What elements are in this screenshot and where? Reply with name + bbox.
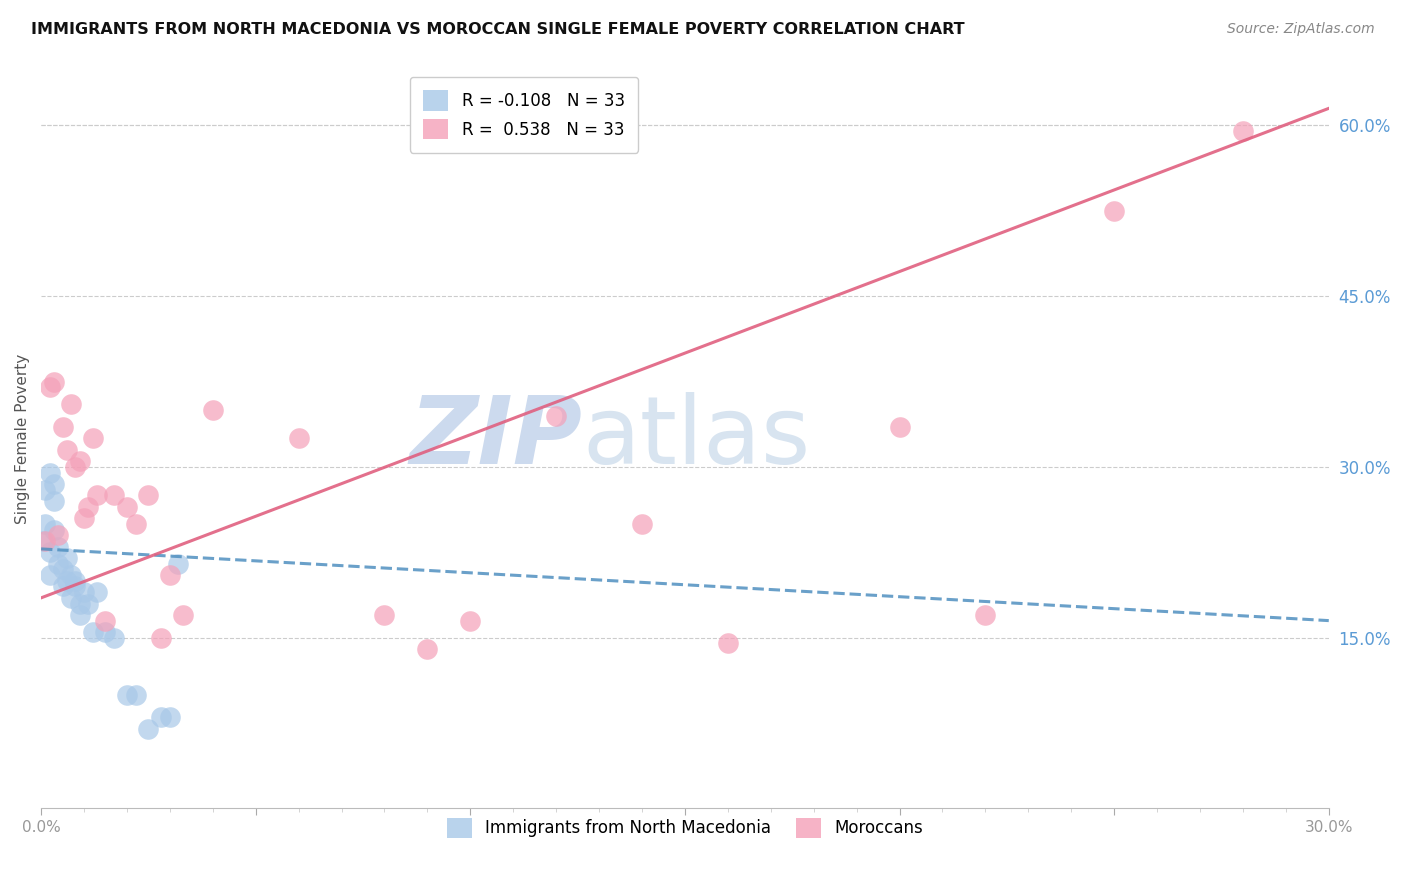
Point (60, 591, 83, 605)
Point (287, 432, 309, 446)
Text: atlas: atlas (582, 392, 810, 484)
Point (42, 375, 65, 389)
Point (42, 494, 65, 508)
Point (103, 631, 125, 645)
Point (73, 585, 96, 599)
Point (46, 528, 69, 542)
Point (56, 551, 79, 566)
Point (42, 523, 65, 537)
Point (69, 454, 91, 468)
Point (115, 500, 138, 514)
Point (631, 516, 654, 531)
Point (56, 574, 79, 588)
Point (65, 574, 87, 588)
Point (86, 585, 108, 599)
Point (82, 432, 104, 446)
Point (65, 579, 87, 593)
Point (60, 568, 83, 582)
Point (56, 442, 79, 457)
Point (38, 568, 60, 582)
Point (32, 533, 55, 548)
Point (373, 607, 395, 622)
Point (60, 397, 83, 411)
Point (124, 688, 146, 702)
Point (82, 625, 104, 640)
Point (52, 420, 75, 434)
Point (42, 477, 65, 491)
Point (460, 614, 482, 628)
Point (172, 607, 194, 622)
Point (94, 614, 117, 628)
Point (52, 579, 75, 593)
Point (38, 545, 60, 559)
Point (717, 636, 740, 650)
Legend: Immigrants from North Macedonia, Moroccans: Immigrants from North Macedonia, Morocca… (440, 811, 929, 845)
Point (69, 597, 91, 611)
Point (124, 516, 146, 531)
Point (150, 710, 173, 724)
Point (201, 403, 224, 417)
Point (1232, 124, 1254, 138)
Point (38, 380, 60, 394)
Text: Source: ZipAtlas.com: Source: ZipAtlas.com (1227, 22, 1375, 37)
Point (77, 597, 100, 611)
Point (167, 557, 190, 571)
Text: IMMIGRANTS FROM NORTH MACEDONIA VS MOROCCAN SINGLE FEMALE POVERTY CORRELATION CH: IMMIGRANTS FROM NORTH MACEDONIA VS MOROC… (31, 22, 965, 37)
Point (46, 557, 69, 571)
Text: ZIP: ZIP (409, 392, 582, 484)
Point (1102, 203, 1125, 218)
Point (94, 625, 117, 640)
Point (73, 511, 96, 525)
Point (115, 688, 138, 702)
Point (34, 533, 56, 548)
Point (34, 483, 56, 497)
Point (138, 722, 160, 736)
Point (974, 607, 997, 622)
Point (77, 500, 100, 514)
Point (69, 607, 91, 622)
Point (138, 488, 160, 502)
Point (65, 459, 87, 474)
Point (159, 568, 181, 582)
Point (546, 409, 568, 423)
Point (416, 642, 439, 657)
Point (159, 710, 181, 724)
Point (86, 488, 108, 502)
Point (889, 420, 911, 434)
Point (103, 488, 125, 502)
Point (150, 631, 173, 645)
Point (34, 516, 56, 531)
Point (52, 562, 75, 576)
Point (38, 466, 60, 480)
Point (46, 540, 69, 554)
Y-axis label: Single Female Poverty: Single Female Poverty (15, 353, 30, 524)
